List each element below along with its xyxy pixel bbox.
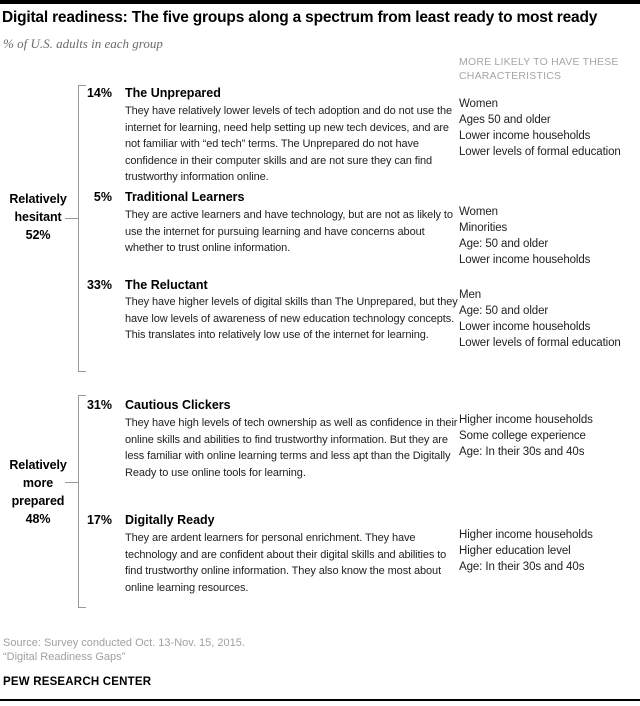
characteristic-item: Age: 50 and older — [459, 238, 549, 250]
group-title: Traditional Learners — [125, 190, 245, 204]
group-description: They have relatively lower levels of tec… — [125, 105, 452, 183]
section-label-hesitant: Relatively hesitant 52% — [0, 190, 76, 244]
percent-value: 14% — [86, 86, 112, 100]
page-title: Digital readiness: The five groups along… — [2, 9, 598, 26]
group-title: The Unprepared — [125, 86, 221, 100]
characteristic-item: Some college experience — [459, 430, 586, 442]
characteristics-column-header: MORE LIKELY TO HAVE THESE CHARACTERISTIC… — [459, 56, 619, 82]
characteristic-item: Higher education level — [459, 545, 571, 557]
source-line: “Digital Readiness Gaps” — [3, 651, 126, 663]
percent-value: 5% — [93, 190, 112, 204]
characteristic-item: Ages 50 and older — [459, 114, 551, 126]
characteristic-item: Higher income households — [459, 529, 593, 541]
section-label-prepared: Relatively more prepared 48% — [0, 456, 76, 528]
characteristics-list: Men Age: 50 and older Lower income house… — [459, 287, 639, 351]
section-label-line: 48% — [25, 512, 51, 526]
group-title: Cautious Clickers — [125, 398, 231, 412]
characteristics-list: Higher income households Higher educatio… — [459, 527, 639, 575]
percent-value: 33% — [86, 278, 112, 292]
page-subtitle: % of U.S. adults in each group — [3, 36, 163, 51]
characteristic-item: Lower levels of formal education — [459, 337, 621, 349]
characteristic-item: Women — [459, 206, 498, 218]
bracket-connector-hesitant — [65, 218, 78, 219]
characteristic-item: Men — [459, 289, 482, 301]
section-label-line: hesitant — [14, 210, 62, 224]
characteristic-item: Lower levels of formal education — [459, 146, 621, 158]
characteristic-item: Lower income households — [459, 130, 591, 142]
characteristics-list: Women Ages 50 and older Lower income hou… — [459, 96, 639, 160]
percent-value: 17% — [86, 513, 112, 527]
group-description: They have higher levels of digital skill… — [125, 296, 458, 341]
spectrum-bracket-hesitant — [78, 85, 86, 372]
characteristic-item: Minorities — [459, 222, 508, 234]
section-label-line: more — [22, 476, 54, 490]
characteristic-item: Age: 50 and older — [459, 305, 549, 317]
characteristic-item: Age: In their 30s and 40s — [459, 446, 585, 458]
characteristic-item: Women — [459, 98, 498, 110]
characteristic-item: Age: In their 30s and 40s — [459, 561, 585, 573]
percent-value: 31% — [86, 398, 112, 412]
spectrum-bracket-prepared — [78, 395, 86, 608]
group-description: They are ardent learners for personal en… — [125, 532, 447, 594]
characteristic-item: Higher income households — [459, 414, 593, 426]
section-label-line: prepared — [11, 494, 65, 508]
characteristic-item: Lower income households — [459, 321, 591, 333]
group-title: Digitally Ready — [125, 513, 215, 527]
section-label-line: 52% — [25, 228, 51, 242]
bottom-border — [0, 699, 640, 701]
source-line: Source: Survey conducted Oct. 13-Nov. 15… — [3, 637, 245, 649]
bracket-connector-prepared — [65, 482, 78, 483]
characteristic-item: Lower income households — [459, 254, 591, 266]
section-label-line: Relatively — [9, 458, 67, 472]
group-description: They are active learners and have techno… — [125, 209, 453, 254]
pew-research-center-label: PEW RESEARCH CENTER — [3, 676, 152, 688]
group-title: The Reluctant — [125, 278, 208, 292]
group-description: They have high levels of tech ownership … — [125, 417, 458, 479]
characteristics-list: Higher income households Some college ex… — [459, 412, 639, 460]
top-border — [0, 0, 640, 4]
section-label-line: Relatively — [9, 192, 67, 206]
characteristics-list: Women Minorities Age: 50 and older Lower… — [459, 204, 639, 268]
